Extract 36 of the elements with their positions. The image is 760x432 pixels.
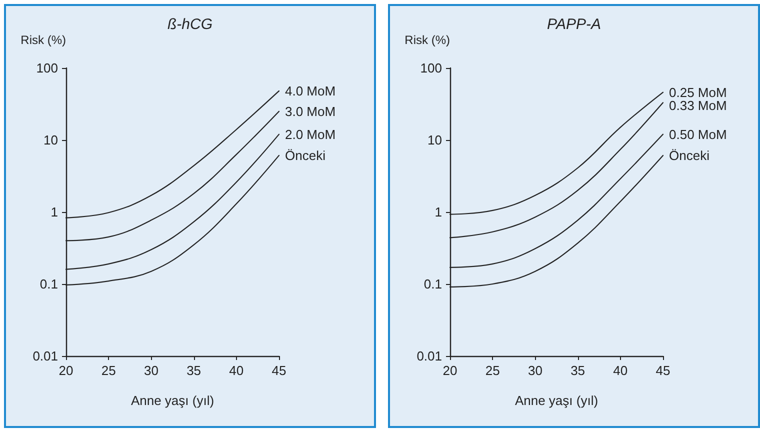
x-tick-label: 35 [570,363,586,378]
y-tick-label: 1 [434,204,442,220]
y-tick-label: 0.1 [40,276,58,292]
x-tick-label: 25 [485,363,500,378]
y-axis-title: Risk (%) [20,33,66,47]
y-tick-label: 0.01 [32,348,58,364]
x-tick-label: 35 [186,363,202,378]
series-label: 4.0 MoM [285,83,336,98]
y-axis-title: Risk (%) [404,33,450,47]
series-label: 0.33 MoM [669,98,727,113]
series-label: 0.50 MoM [669,126,727,142]
x-tick-label: 25 [101,363,116,378]
y-tick-label: 0.01 [416,348,442,364]
x-tick-label: 45 [656,363,670,378]
x-tick-label: 40 [613,363,628,378]
y-tick-label: 10 [428,132,442,148]
y-tick-label: 0.1 [424,276,442,292]
x-tick-label: 30 [528,363,542,378]
series-label: 2.0 MoM [285,126,336,142]
y-tick-label: 100 [36,60,58,76]
chart-title: PAPP-A [547,16,601,33]
x-tick-label: 45 [272,363,286,378]
series-label: Önceki [669,148,710,163]
y-tick-label: 100 [420,60,442,76]
series-label: 0.25 MoM [669,84,727,100]
x-axis-title: Anne yaşı (yıl) [514,393,598,408]
series-label: 3.0 MoM [285,104,336,119]
x-tick-label: 20 [58,363,74,378]
x-tick-label: 40 [229,363,244,378]
x-tick-label: 30 [144,363,158,378]
y-tick-label: 10 [44,132,58,148]
x-tick-label: 20 [442,363,458,378]
chart-title: ß-hCG [168,16,213,33]
x-axis-title: Anne yaşı (yıl) [130,393,214,408]
series-label: Önceki [285,148,326,163]
y-tick-label: 1 [50,204,58,220]
